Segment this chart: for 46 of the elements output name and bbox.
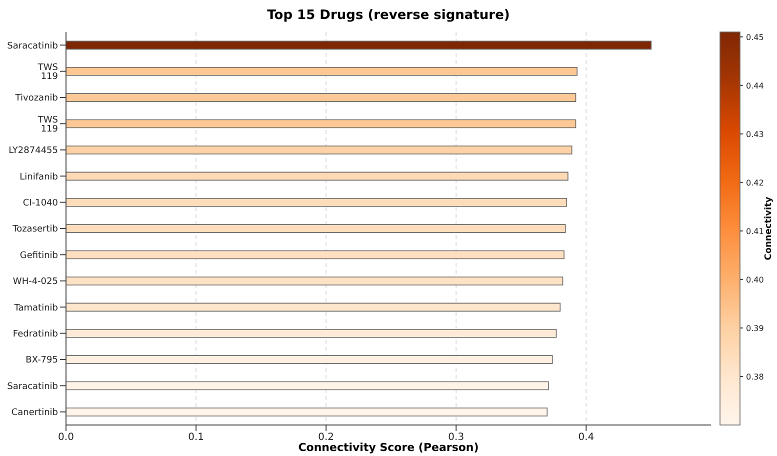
- x-tick-label: 0.0: [58, 432, 74, 444]
- color-bar-label: 0.38: [746, 372, 764, 382]
- color-bar-label: 0.41: [746, 226, 764, 236]
- bar: [66, 119, 576, 128]
- y-tick-label: TWS 119: [36, 115, 58, 134]
- bar: [66, 146, 572, 154]
- bar: [66, 93, 576, 102]
- y-tick-label: Tozasertib: [12, 224, 58, 235]
- x-tick-label: 0.1: [188, 432, 204, 444]
- y-tick-label: Gefitinib: [20, 250, 58, 261]
- bar: [66, 408, 548, 416]
- bar: [66, 224, 566, 233]
- bar: [66, 355, 553, 364]
- y-tick-label: LY2874455: [8, 146, 58, 156]
- x-axis-title: Connectivity Score (Pearson): [298, 441, 479, 454]
- y-tick-label: Tamatinib: [13, 303, 58, 314]
- bar: [66, 250, 564, 260]
- x-tick-label: 0.4: [578, 432, 594, 444]
- color-bar-label: 0.39: [746, 324, 764, 333]
- color-bar-label: 0.45: [746, 32, 764, 42]
- color-bar-label: 0.40: [746, 275, 764, 284]
- bar: [66, 198, 568, 207]
- color-bar-label: 0.42: [746, 178, 764, 188]
- y-tick-label: Tivozanib: [14, 94, 58, 104]
- chart-title: Top 15 Drugs (reverse signature): [266, 8, 511, 23]
- y-tick-label: Saracatinib: [7, 41, 58, 52]
- y-tick-label: CI-1040: [22, 198, 58, 208]
- color-bar-title: Connectivity: [764, 196, 774, 260]
- y-tick-label: BX-795: [26, 356, 58, 366]
- y-tick-label: Fedratinib: [12, 329, 58, 340]
- y-tick-label: Canertinib: [11, 408, 58, 418]
- bar: [66, 276, 564, 286]
- bar: [66, 172, 568, 181]
- y-tick-label: TWS 119: [36, 62, 58, 82]
- bar: [66, 40, 652, 50]
- y-tick-label: WH-4-025: [12, 277, 58, 288]
- bar: [66, 66, 578, 76]
- bar: [66, 302, 561, 312]
- y-tick-label: Linifanib: [20, 172, 58, 182]
- x-tick-label: 0.3: [448, 432, 464, 444]
- color-bar-label: 0.43: [746, 130, 764, 139]
- x-tick-label: 0.2: [318, 432, 334, 444]
- bar: [66, 328, 557, 338]
- bar: [66, 381, 549, 390]
- color-bar-label: 0.44: [746, 81, 764, 90]
- y-tick-label: Saracatinib: [7, 382, 58, 392]
